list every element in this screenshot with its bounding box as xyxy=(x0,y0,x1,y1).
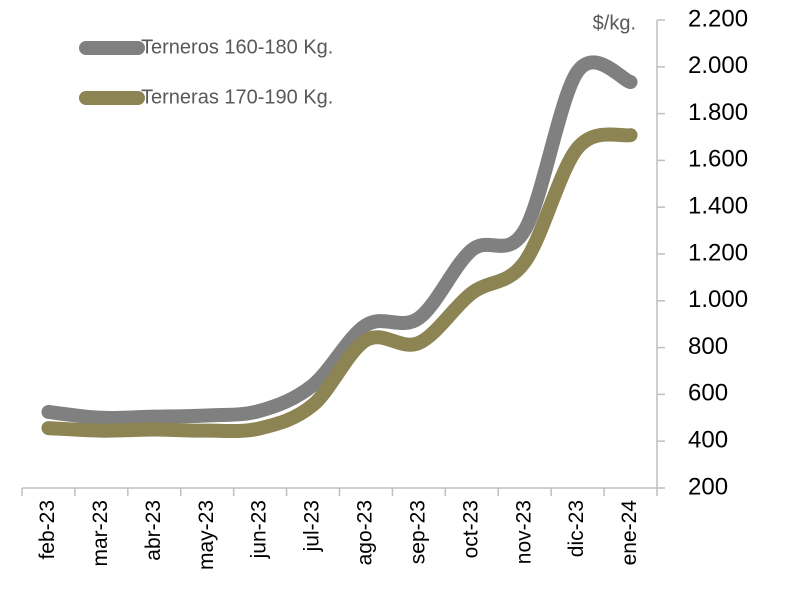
x-tick-label: jul-23 xyxy=(301,500,324,552)
x-tick-label: nov-23 xyxy=(512,500,535,564)
line-series xyxy=(41,55,638,426)
x-tick-label: abr-23 xyxy=(142,500,165,561)
y-tick-label: 400 xyxy=(688,427,728,454)
y-tick-label: 2.200 xyxy=(688,5,748,32)
y-tick-label: 1.000 xyxy=(688,286,748,313)
y-tick-label: 1.400 xyxy=(688,193,748,220)
y-tick-label: 1.600 xyxy=(688,146,748,173)
y-tick-label: 1.800 xyxy=(688,99,748,126)
x-tick-label: ene-24 xyxy=(618,500,641,566)
x-tick-label: may-23 xyxy=(195,500,218,570)
x-tick-label: feb-23 xyxy=(36,500,59,560)
y-tick-label: 600 xyxy=(688,380,728,407)
line-series xyxy=(41,127,638,439)
y-tick-label: 1.200 xyxy=(688,239,748,266)
y-tick-label: 200 xyxy=(688,473,728,500)
x-tick-label: oct-23 xyxy=(459,500,482,558)
y-unit-label: $/kg. xyxy=(593,12,636,34)
x-tick-label: dic-23 xyxy=(565,500,588,557)
x-tick-label: ago-23 xyxy=(354,500,377,565)
x-tick-label: mar-23 xyxy=(89,500,112,567)
y-tick-label: 2.000 xyxy=(688,52,748,79)
y-tick-label: 800 xyxy=(688,333,728,360)
x-tick-label: sep-23 xyxy=(406,500,429,564)
x-tick-label: jun-23 xyxy=(248,500,271,559)
legend-label: Terneros 160-180 Kg. xyxy=(141,36,333,58)
legend-label: Terneras 170-190 Kg. xyxy=(141,86,333,108)
